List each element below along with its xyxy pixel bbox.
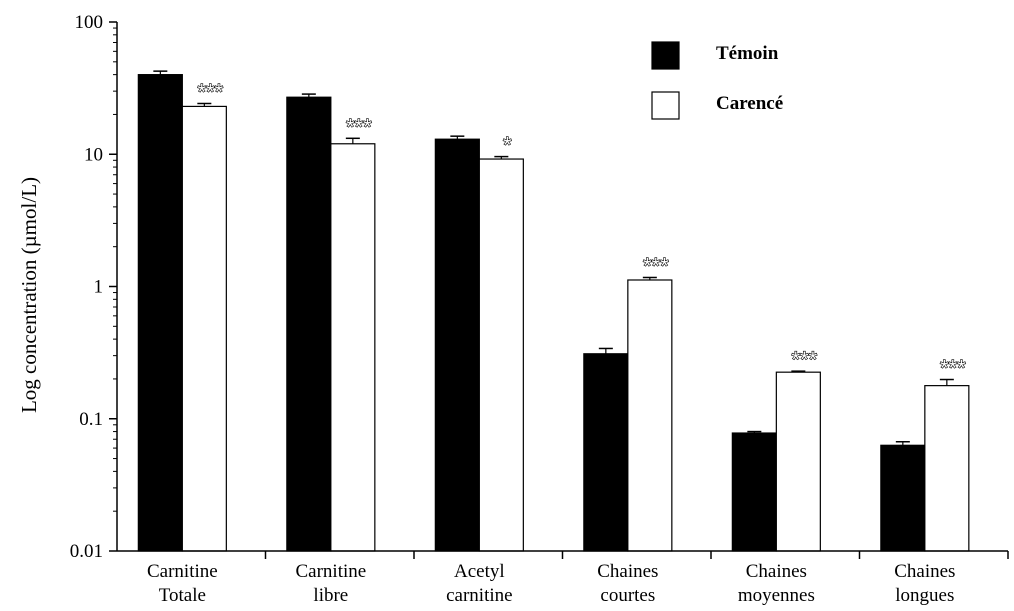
x-category-label-line: Carnitine	[147, 561, 218, 582]
significance-marker: ***	[940, 356, 966, 381]
significance-markers: ************* ***	[197, 79, 967, 381]
bar-carence	[924, 385, 970, 552]
x-category-label: Acetyl carnitine	[446, 561, 512, 606]
bar-carence	[478, 158, 524, 552]
x-category-label-line: Chaines	[746, 561, 807, 582]
significance-marker: ***	[643, 253, 669, 278]
bar-carence	[181, 105, 227, 552]
x-category-label-line: libre	[313, 585, 348, 606]
error-bars	[153, 70, 954, 446]
y-axis-title-group: Log concentration (µmol/L)	[17, 177, 41, 413]
y-tick-label: 0.01	[70, 541, 103, 562]
legend-swatch-temoin	[651, 41, 680, 70]
bar-carence	[627, 279, 673, 552]
y-tick-label: 100	[75, 12, 104, 33]
bar-temoin	[731, 432, 777, 552]
x-category-label-line: Totale	[159, 585, 206, 606]
bars	[137, 74, 970, 552]
x-category-label-line: longues	[895, 585, 954, 606]
significance-marker: ***	[791, 347, 817, 372]
bar-temoin	[286, 96, 332, 552]
y-tick-label: 1	[94, 277, 104, 298]
bar-carence	[775, 371, 821, 552]
bar-temoin	[583, 353, 629, 552]
y-axis-title: Log concentration (µmol/L)	[17, 177, 41, 413]
significance-marker: *	[503, 133, 512, 158]
x-category-label-line: carnitine	[446, 585, 512, 606]
x-category-label: Chaines moyennes	[738, 561, 815, 606]
x-category-label-line: courtes	[600, 585, 655, 606]
y-axis: 0.01 0.1 1 10 100	[70, 12, 118, 562]
y-tick-label: 0.1	[79, 409, 103, 430]
x-category-label-line: Acetyl	[454, 561, 505, 582]
x-category-label-line: Chaines	[597, 561, 658, 582]
x-category-label: Chaines longues	[894, 561, 955, 606]
x-category-label: Chaines courtes	[597, 561, 658, 606]
significance-marker: ***	[197, 79, 223, 104]
bar-temoin	[137, 74, 183, 552]
x-category-label-line: Carnitine	[295, 561, 366, 582]
significance-marker: ***	[346, 114, 372, 139]
x-category-label: Carnitine libre	[295, 561, 366, 606]
x-category-label-line: moyennes	[738, 585, 815, 606]
bar-temoin	[434, 138, 480, 552]
x-axis: Carnitine Totale Carnitine libre Acetyl carni…	[117, 550, 1009, 606]
legend-swatch-carence	[651, 91, 680, 120]
bar-temoin	[880, 444, 926, 552]
bar-carence	[330, 143, 376, 552]
legend-label-carence: Carencé	[716, 93, 783, 114]
legend-label-temoin: Témoin	[716, 43, 779, 64]
x-category-label: Carnitine Totale	[147, 561, 218, 606]
x-category-label-line: Chaines	[894, 561, 955, 582]
y-tick-label: 10	[84, 144, 103, 165]
legend: Témoin Carencé	[651, 41, 783, 120]
